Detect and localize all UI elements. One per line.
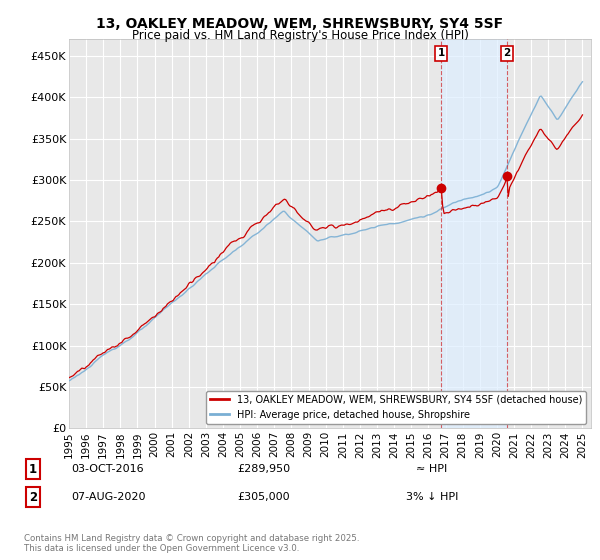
Text: Price paid vs. HM Land Registry's House Price Index (HPI): Price paid vs. HM Land Registry's House … (131, 29, 469, 42)
Text: 07-AUG-2020: 07-AUG-2020 (71, 492, 145, 502)
Legend: 13, OAKLEY MEADOW, WEM, SHREWSBURY, SY4 5SF (detached house), HPI: Average price: 13, OAKLEY MEADOW, WEM, SHREWSBURY, SY4 … (206, 391, 586, 423)
Text: 1: 1 (29, 463, 37, 476)
Text: 1: 1 (437, 48, 445, 58)
Bar (441, 39, 507, 428)
Text: ≈ HPI: ≈ HPI (416, 464, 448, 474)
Text: 3% ↓ HPI: 3% ↓ HPI (406, 492, 458, 502)
Text: £289,950: £289,950 (238, 464, 290, 474)
Text: 13, OAKLEY MEADOW, WEM, SHREWSBURY, SY4 5SF: 13, OAKLEY MEADOW, WEM, SHREWSBURY, SY4 … (97, 17, 503, 31)
Text: Contains HM Land Registry data © Crown copyright and database right 2025.
This d: Contains HM Land Registry data © Crown c… (24, 534, 359, 553)
Text: 2: 2 (503, 48, 511, 58)
Text: 2: 2 (29, 491, 37, 504)
Text: £305,000: £305,000 (238, 492, 290, 502)
Text: 03-OCT-2016: 03-OCT-2016 (71, 464, 145, 474)
